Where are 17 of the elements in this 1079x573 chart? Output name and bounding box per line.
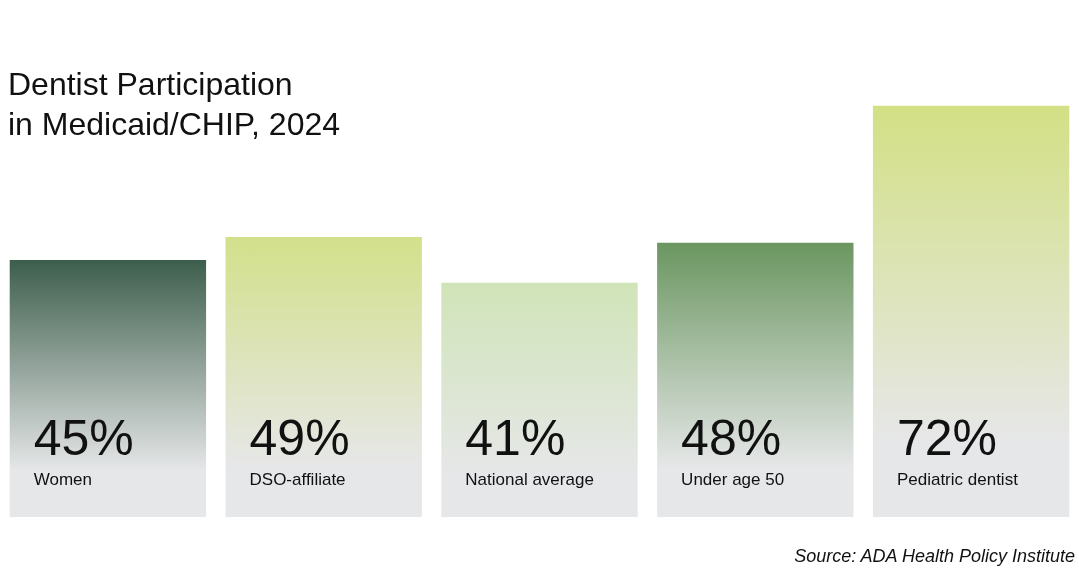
x-tick-label: Under age 50 xyxy=(681,470,785,489)
bar xyxy=(225,237,422,517)
source-note: Source: ADA Health Policy Institute xyxy=(794,546,1075,567)
bar xyxy=(657,242,854,517)
x-tick-label: Women xyxy=(33,470,92,489)
x-tick-label: National average xyxy=(465,470,594,489)
data-label: 48% xyxy=(681,410,782,466)
data-label: 45% xyxy=(33,410,134,466)
data-label: 41% xyxy=(465,410,566,466)
data-label: 72% xyxy=(896,410,997,466)
bar xyxy=(872,105,1070,517)
chart-title: Dentist Participation in Medicaid/CHIP, 2024 xyxy=(8,65,341,144)
x-tick-label: Pediatric dentist xyxy=(896,470,1019,489)
data-label: 49% xyxy=(249,410,350,466)
bar xyxy=(9,259,207,517)
bar xyxy=(441,282,638,517)
x-tick-label: DSO-affiliate xyxy=(249,470,346,489)
